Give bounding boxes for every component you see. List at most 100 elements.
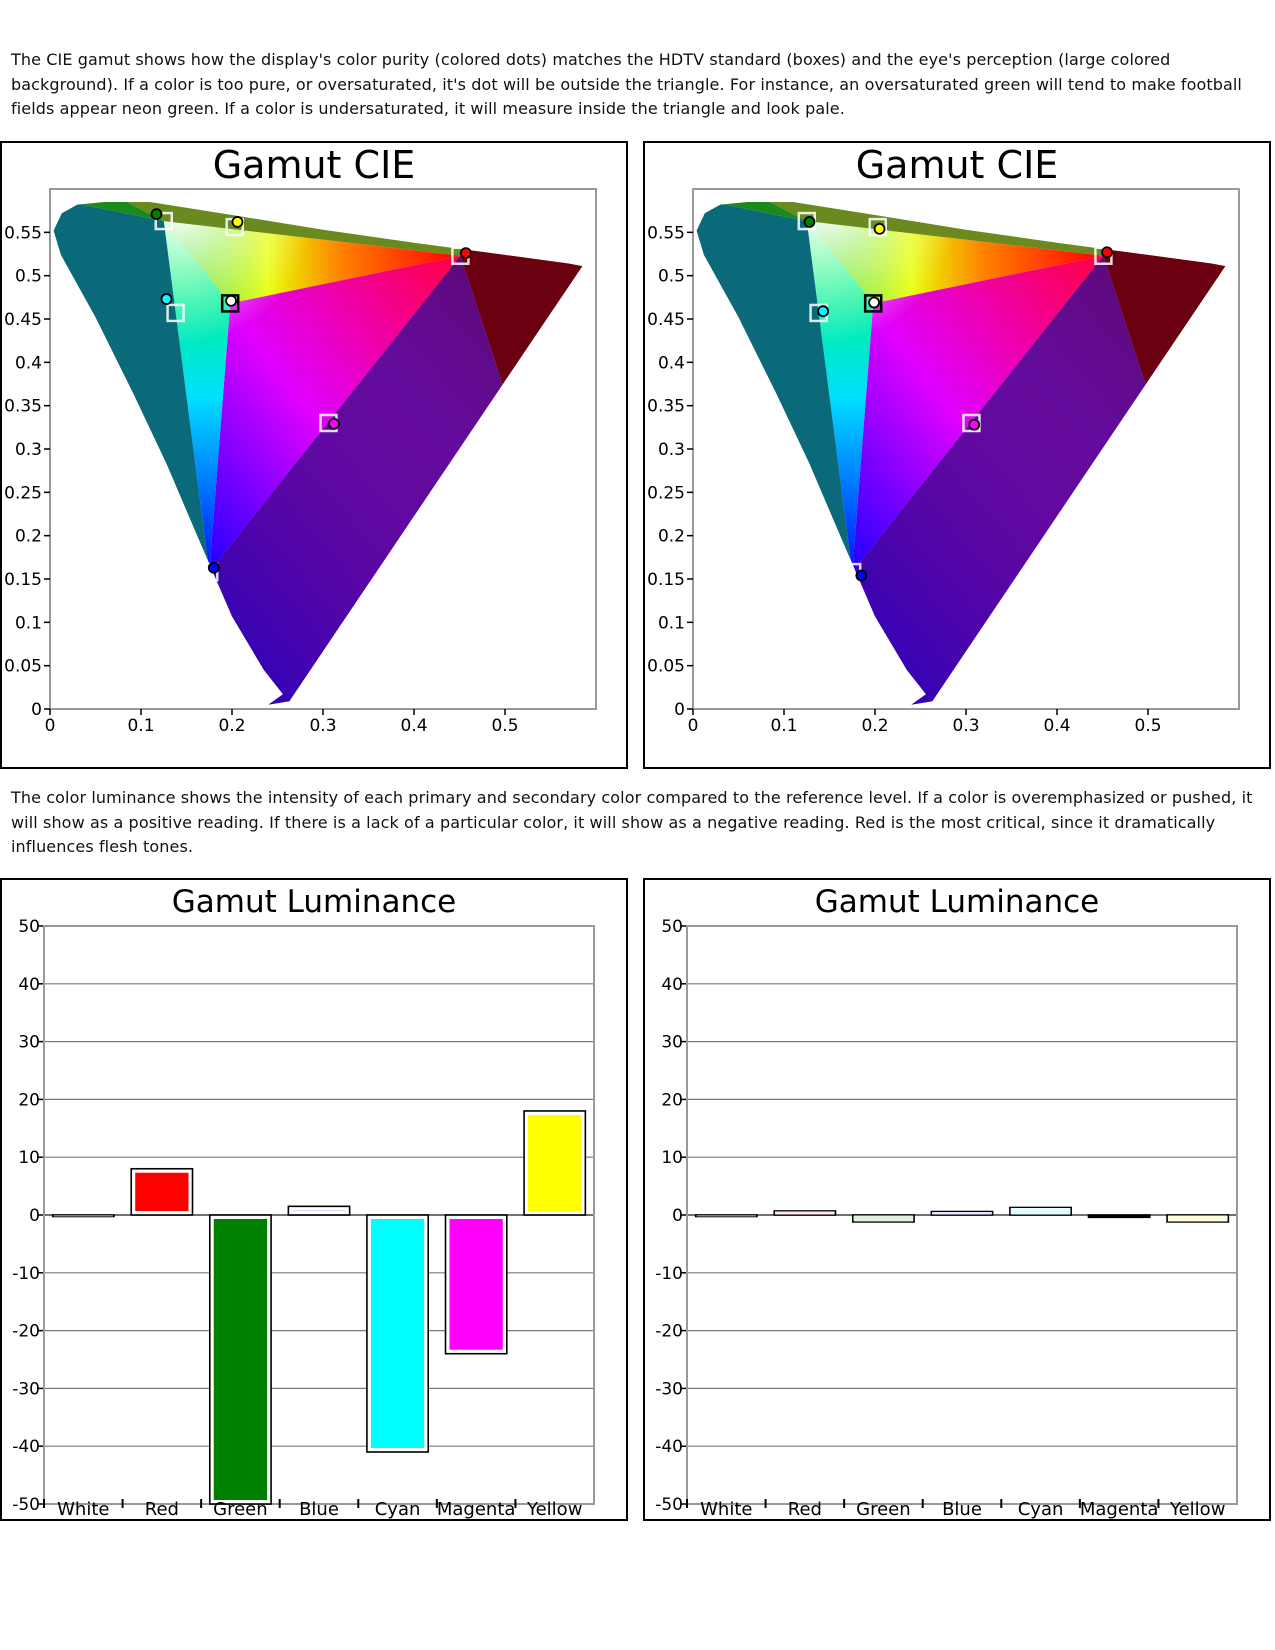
y-tick-label: 40	[18, 975, 40, 995]
cie-description: The CIE gamut shows how the display's co…	[11, 50, 1242, 118]
y-tick-label: 40	[661, 975, 683, 995]
measured-point-yellow	[873, 222, 886, 235]
bar-blue	[930, 1210, 994, 1216]
x-tick-label: 0.4	[400, 716, 427, 736]
plot-frame	[43, 925, 595, 1505]
cie-plot: 0 0.05 0.1 0.15 0.2 0.25 0.3 0.35 0.4 0.45 0.5 0.55…	[647, 188, 1240, 736]
y-tick-label: 0.1	[15, 613, 42, 633]
x-tick-label: 0.4	[1043, 716, 1070, 736]
x-tick-label: Cyan	[375, 1499, 421, 1519]
y-tick-label: 0	[29, 1206, 40, 1226]
y-tick-label: 0.3	[15, 440, 42, 460]
x-tick-label: Blue	[942, 1499, 982, 1519]
measured-point-blue	[855, 569, 868, 582]
y-tick-label: 20	[18, 1090, 40, 1110]
measured-point-cyan	[160, 293, 173, 305]
measured-point-green	[803, 216, 816, 228]
reference-box-yellow	[868, 217, 887, 237]
plot-frame	[686, 925, 1238, 1505]
cie-plot: 0 0.05 0.1 0.15 0.2 0.25 0.3 0.35 0.4 0.45 0.5 0.55…	[4, 188, 597, 736]
y-tick-label: 30	[18, 1033, 40, 1053]
bar-green	[851, 1214, 915, 1223]
measured-point-red	[1101, 246, 1113, 259]
reference-box-white	[863, 294, 883, 313]
bar-cyan	[366, 1214, 430, 1453]
y-tick-label: -10	[655, 1264, 683, 1284]
measured-point-magenta	[968, 418, 981, 431]
x-tick-label: 0.1	[127, 716, 154, 736]
reference-box-cyan	[166, 303, 185, 323]
luminance-plot: -50 -40 -30 -20 -10 0 10 20 30 40 50 White Red Green B…	[655, 917, 1238, 1519]
luminance-plot: -50 -40 -30 -20 -10 0 10 20 30 40 50 White Red Green B…	[12, 917, 595, 1519]
luminance-description: The color luminance shows the intensity …	[11, 788, 1253, 856]
measured-point-green	[150, 208, 163, 221]
y-tick-label: 10	[661, 1148, 683, 1168]
measured-point-yellow	[231, 216, 244, 228]
x-tick-label: Yellow	[1169, 1499, 1225, 1519]
y-tick-label: -50	[655, 1495, 683, 1515]
y-tick-label: 0.4	[658, 353, 685, 373]
y-tick-label: 0.2	[658, 527, 685, 547]
x-tick-label: 0.2	[218, 716, 245, 736]
cie-horseshoe	[53, 202, 583, 705]
x-tick-label: 0.2	[861, 716, 888, 736]
x-tick-label: 0.5	[491, 716, 518, 736]
x-tick-label: 0.3	[309, 716, 336, 736]
outer-red-region	[460, 202, 583, 705]
luminance-chart-left: Gamut Luminance -50 -40 -30 -20 -10 0 10 20 30 40…	[0, 878, 628, 1521]
y-tick-label: -10	[12, 1264, 40, 1284]
y-tick-label: -30	[655, 1379, 683, 1399]
y-tick-label: 30	[661, 1033, 683, 1053]
y-tick-label: 20	[661, 1090, 683, 1110]
x-tick-label: Yellow	[526, 1499, 582, 1519]
y-tick-label: 0	[674, 700, 685, 720]
y-tick-label: 0.2	[15, 527, 42, 547]
x-tick-label: 0.1	[770, 716, 797, 736]
y-tick-label: 0.4	[15, 353, 42, 373]
x-tick-label: Magenta	[1080, 1499, 1159, 1519]
bar-yellow	[1166, 1214, 1230, 1223]
measured-point-red	[459, 247, 472, 260]
chart-title: Gamut Luminance	[814, 884, 1100, 920]
y-tick-label: 0.15	[647, 570, 685, 590]
x-tick-label: White	[57, 1499, 109, 1519]
bar-white	[51, 1214, 115, 1218]
y-tick-label: -30	[12, 1379, 40, 1399]
y-tick-label: 0	[31, 700, 42, 720]
x-tick-label: 0.5	[1134, 716, 1161, 736]
y-tick-label: 0.45	[4, 310, 42, 330]
measured-point-magenta	[328, 417, 340, 430]
x-tick-label: Red	[788, 1499, 822, 1519]
chart-title: Gamut Luminance	[171, 884, 457, 920]
outer-red-region	[1103, 202, 1226, 705]
measured-point-blue	[207, 561, 220, 574]
y-tick-label: 0.55	[4, 223, 42, 243]
x-tick-label: Green	[213, 1499, 268, 1519]
bar-red	[773, 1210, 837, 1216]
outer-green-region	[53, 202, 164, 222]
y-tick-label: 0.25	[647, 483, 685, 503]
x-tick-label: Green	[856, 1499, 911, 1519]
y-tick-label: -50	[12, 1495, 40, 1515]
cie-horseshoe	[696, 202, 1226, 705]
outer-green-region	[696, 202, 807, 222]
bar-blue	[287, 1205, 351, 1216]
y-tick-label: 0.35	[647, 397, 685, 417]
bar-cyan	[1009, 1206, 1073, 1216]
y-tick-label: 0.05	[647, 657, 685, 677]
reference-box-green	[154, 211, 173, 231]
bar-white	[694, 1214, 758, 1218]
luminance-chart-right: Gamut Luminance -50 -40 -30 -20 -10 0 10 20 30 40…	[643, 878, 1271, 1521]
y-tick-label: 0.35	[4, 397, 42, 417]
cie-chart-right: Gamut CIE 0 0.05 0.1 0.15 0.2 0.25 0.3 0.35 0.4 0…	[643, 141, 1271, 769]
y-tick-label: 50	[661, 917, 683, 937]
y-tick-label: 0	[672, 1206, 683, 1226]
x-tick-label: Cyan	[1018, 1499, 1064, 1519]
y-tick-label: 0.05	[4, 657, 42, 677]
measured-point-white	[868, 296, 880, 309]
measured-point-white	[225, 294, 237, 307]
y-tick-label: 0.55	[647, 223, 685, 243]
y-tick-label: 50	[18, 917, 40, 937]
y-tick-label: -20	[655, 1322, 683, 1342]
x-tick-label: Red	[145, 1499, 179, 1519]
